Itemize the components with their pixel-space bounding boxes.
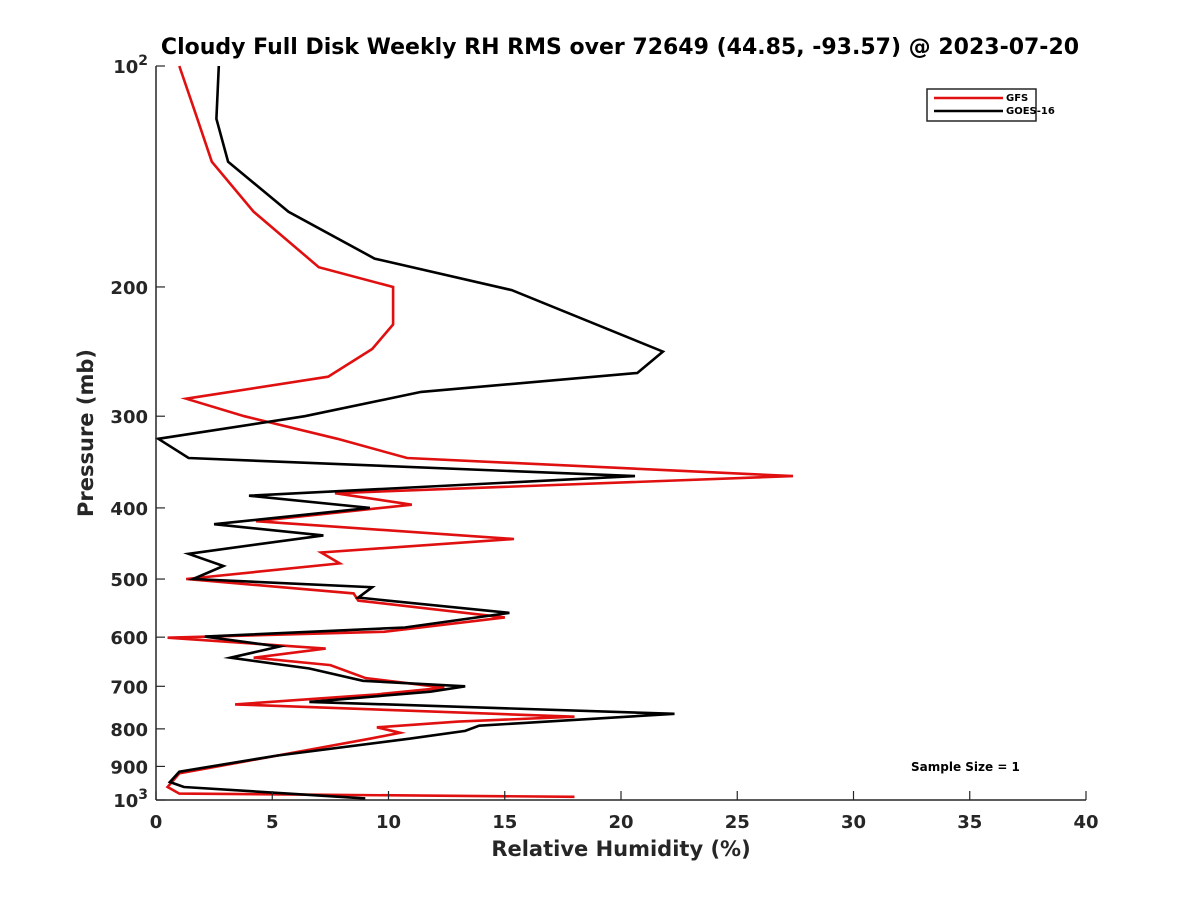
y-axis-ticks: 102 200 300 400 500 600 700 800 900 103	[110, 53, 165, 812]
x-tick-label: 20	[608, 812, 633, 833]
chart-title: Cloudy Full Disk Weekly RH RMS over 7264…	[161, 35, 1079, 60]
x-axis-label: Relative Humidity (%)	[491, 837, 750, 861]
y-tick-label: 102	[113, 53, 148, 78]
x-tick-label: 15	[492, 812, 517, 833]
x-tick-label: 30	[841, 812, 866, 833]
y-tick-label: 300	[110, 407, 148, 428]
x-axis-ticks: 0 5 10 15 20 25 30 35 40	[150, 791, 1099, 833]
x-tick-label: 25	[725, 812, 750, 833]
series-line-goes-16	[154, 65, 675, 800]
x-tick-label: 0	[150, 812, 163, 833]
legend-label-gfs: GFS	[1006, 93, 1028, 104]
legend: GFS GOES-16	[926, 88, 1055, 122]
x-tick-label: 35	[957, 812, 982, 833]
y-tick-label: 103	[113, 787, 148, 812]
x-tick-label: 40	[1073, 812, 1098, 833]
y-tick-label: 500	[110, 570, 148, 591]
sample-size-annotation: Sample Size = 1	[911, 760, 1020, 774]
x-tick-label: 5	[266, 812, 279, 833]
y-tick-label: 200	[110, 278, 148, 299]
y-tick-label: 800	[110, 720, 148, 741]
legend-box	[926, 88, 1037, 122]
y-tick-label: 400	[110, 499, 148, 520]
y-axis-label: Pressure (mb)	[74, 349, 98, 517]
legend-label-goes-16: GOES-16	[1006, 106, 1055, 117]
plot-area	[154, 65, 794, 800]
y-tick-label: 700	[110, 677, 148, 698]
y-tick-label: 600	[110, 628, 148, 649]
x-tick-label: 10	[376, 812, 401, 833]
y-tick-label: 900	[110, 757, 148, 778]
series-line-gfs	[165, 65, 794, 799]
